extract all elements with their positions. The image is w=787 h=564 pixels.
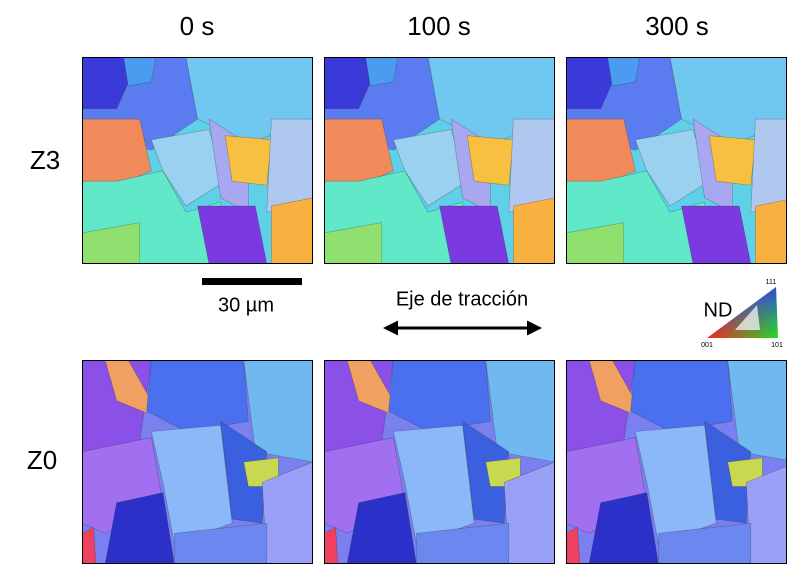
grain — [365, 57, 399, 87]
ebsd-map — [82, 57, 313, 264]
grain — [346, 492, 417, 564]
grain — [566, 526, 581, 564]
grain — [634, 129, 710, 207]
grain — [224, 135, 272, 186]
grain — [508, 118, 555, 213]
row-label: Z0 — [27, 445, 57, 475]
grain — [82, 526, 97, 564]
grain — [658, 522, 752, 564]
grain — [708, 135, 756, 186]
grain — [123, 57, 157, 87]
ipf-legend: ND 111 001 101 — [701, 279, 783, 349]
legend-corner: 101 — [771, 342, 783, 349]
grain — [566, 118, 636, 186]
grain — [324, 118, 394, 186]
maps — [82, 57, 787, 564]
legend-corner: 111 — [766, 279, 777, 286]
grain — [588, 492, 659, 564]
grain — [243, 360, 313, 463]
grain — [439, 205, 510, 264]
grain — [681, 205, 752, 264]
legend-center — [735, 305, 760, 330]
grain — [174, 522, 268, 564]
map-frame — [82, 57, 313, 264]
grain — [462, 420, 510, 524]
grain — [485, 360, 555, 463]
grain — [607, 57, 641, 87]
grain — [82, 118, 152, 186]
legend-triangle-overlay — [707, 287, 778, 338]
scale-bar — [202, 278, 302, 285]
grain — [220, 420, 268, 524]
grain — [466, 135, 514, 186]
grain — [104, 492, 175, 564]
ebsd-map — [324, 360, 555, 564]
row-label: Z3 — [30, 145, 60, 175]
grain — [750, 118, 787, 213]
grain — [271, 197, 313, 264]
grain — [755, 199, 787, 264]
ebsd-map — [566, 360, 787, 564]
column-header: 300 s — [645, 11, 709, 41]
legend-title: ND — [704, 299, 733, 321]
grain — [704, 420, 752, 524]
grain — [197, 205, 268, 264]
grain — [566, 222, 625, 264]
grain — [392, 129, 468, 207]
grain — [324, 57, 383, 110]
grain — [324, 222, 383, 264]
map-frame — [324, 57, 555, 264]
grain — [82, 57, 141, 110]
grain — [150, 129, 226, 207]
ebsd-map — [566, 57, 787, 264]
grain — [82, 222, 141, 264]
scale-label: 30 µm — [218, 294, 274, 316]
column-header: 0 s — [180, 11, 215, 41]
grain — [416, 522, 510, 564]
column-header: 100 s — [407, 11, 471, 41]
ebsd-map — [82, 360, 313, 564]
grain — [566, 57, 625, 110]
grain — [324, 526, 339, 564]
axis-label: Eje de tracción — [396, 288, 528, 310]
ebsd-map — [324, 57, 555, 264]
grain — [513, 197, 555, 264]
legend-corner: 001 — [701, 342, 713, 349]
grain — [266, 118, 313, 213]
grain — [727, 360, 787, 461]
